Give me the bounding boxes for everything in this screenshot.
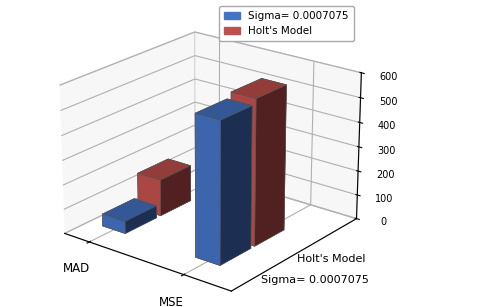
Legend: Sigma= 0.0007075, Holt's Model: Sigma= 0.0007075, Holt's Model bbox=[220, 6, 354, 41]
